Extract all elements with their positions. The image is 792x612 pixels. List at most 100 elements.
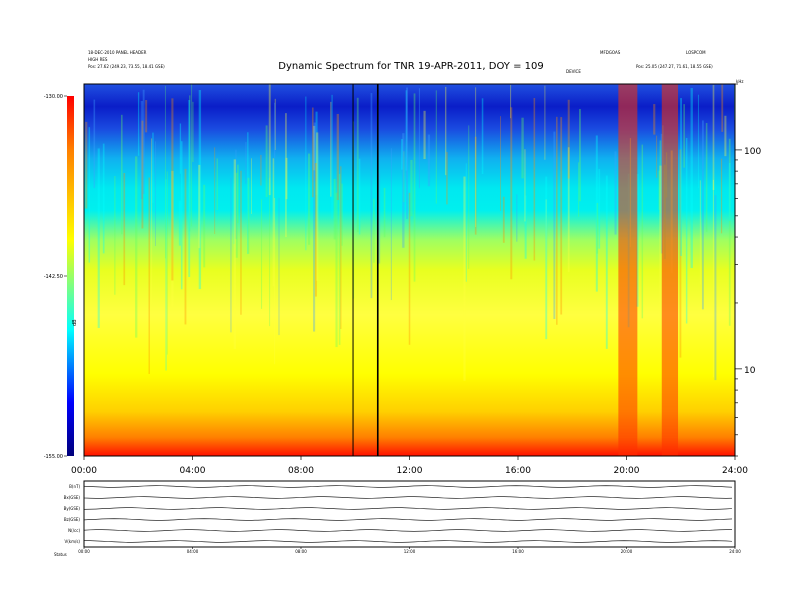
streak <box>102 143 105 254</box>
streak <box>410 159 413 217</box>
streak <box>701 120 704 310</box>
lower-x-tick-label: 00:00 <box>78 549 90 554</box>
lower-row-label: Bx(GSE) <box>64 495 81 500</box>
streak <box>446 152 448 205</box>
lower-row-label: By(GSE) <box>64 506 81 511</box>
spectrogram <box>83 83 736 457</box>
streak <box>614 151 617 235</box>
streak <box>114 176 116 295</box>
y-tick-label: 100 <box>744 147 761 157</box>
streak <box>705 122 708 232</box>
streak <box>683 104 685 168</box>
lower-row-label: V(km/s) <box>64 539 80 544</box>
data-gap <box>352 84 354 456</box>
streak <box>88 127 91 263</box>
streak <box>685 137 688 324</box>
streak <box>553 131 556 319</box>
streak <box>500 116 502 211</box>
radio-burst <box>618 84 638 456</box>
streak <box>728 163 731 221</box>
lower-panel-rows: B(nT) Bx(GSE) By(GSE) Bz(GSE) N(/cc) V(km/s) <box>64 484 733 544</box>
lower-x-tick-label: 24:00 <box>729 549 741 554</box>
streak <box>502 196 505 243</box>
streak <box>697 94 699 189</box>
streak <box>333 178 336 240</box>
streak <box>120 114 123 235</box>
streak <box>724 115 727 157</box>
streak <box>145 100 148 133</box>
lower-row-label: N(/cc) <box>68 528 80 533</box>
streak <box>653 104 656 135</box>
streak <box>390 148 392 301</box>
streak <box>184 168 187 325</box>
streak <box>598 168 601 249</box>
streak <box>356 97 359 233</box>
streak <box>235 149 237 240</box>
streak <box>285 157 288 200</box>
streak <box>198 164 201 249</box>
header-right-line2: LOSPCOM <box>686 50 706 55</box>
header-left-line1: 18-DEC-2010 PANEL HEADER <box>88 50 147 55</box>
streak <box>405 90 408 171</box>
streak <box>340 166 342 330</box>
streak <box>545 199 547 340</box>
colorbar <box>67 96 74 456</box>
colorbar-ticks: -130.00 -142.50 -155.00 <box>44 94 67 460</box>
streak <box>235 172 238 258</box>
data-gap <box>376 84 379 456</box>
streak <box>336 113 339 201</box>
streak <box>406 87 409 220</box>
lower-row-trace <box>83 507 733 510</box>
streak <box>658 170 660 210</box>
streak <box>85 121 88 209</box>
streak <box>308 153 311 245</box>
x-tick-label: 24:00 <box>722 466 748 476</box>
streak <box>423 110 426 160</box>
streak <box>475 87 477 227</box>
streak <box>192 101 194 162</box>
lower-panel-x-axis: 00:00 04:00 08:00 12:00 16:00 20:00 24:00 <box>78 547 741 554</box>
y-tick-label: 10 <box>744 366 756 376</box>
x-axis: 00:00 04:00 08:00 12:00 16:00 20:00 24:00 <box>71 456 748 476</box>
streak <box>274 98 276 151</box>
streak <box>179 123 182 174</box>
streak <box>338 174 341 345</box>
streak <box>171 98 174 281</box>
lower-row-trace <box>83 529 733 532</box>
streak <box>510 84 512 119</box>
x-tick-label: 16:00 <box>505 466 531 476</box>
streak <box>370 93 373 299</box>
lower-row-trace <box>83 540 733 543</box>
streak <box>247 132 249 255</box>
streak <box>463 176 466 381</box>
streak <box>165 179 167 371</box>
streak <box>641 144 644 319</box>
streak <box>659 140 662 213</box>
streak <box>230 177 232 333</box>
streak <box>474 136 477 235</box>
streak <box>313 122 316 182</box>
streak <box>408 192 411 345</box>
streak <box>516 194 518 242</box>
streak <box>272 158 275 287</box>
streak <box>152 132 154 203</box>
streak <box>240 170 242 315</box>
streak <box>260 199 263 309</box>
streak <box>285 113 287 238</box>
streak <box>198 90 202 290</box>
streak <box>214 147 216 235</box>
lower-panel-frame <box>83 480 736 548</box>
streak <box>567 147 570 273</box>
lower-x-tick-label: 20:00 <box>621 549 633 554</box>
lower-row-label: B(nT) <box>69 484 80 489</box>
streak <box>191 84 193 227</box>
lower-row-trace <box>83 485 733 488</box>
streak <box>524 195 527 259</box>
streak <box>679 149 682 358</box>
streak <box>418 88 420 189</box>
streak <box>237 164 239 224</box>
streak <box>278 197 280 336</box>
streak <box>567 99 570 179</box>
streak <box>721 84 724 132</box>
lower-x-tick-label: 12:00 <box>404 549 416 554</box>
